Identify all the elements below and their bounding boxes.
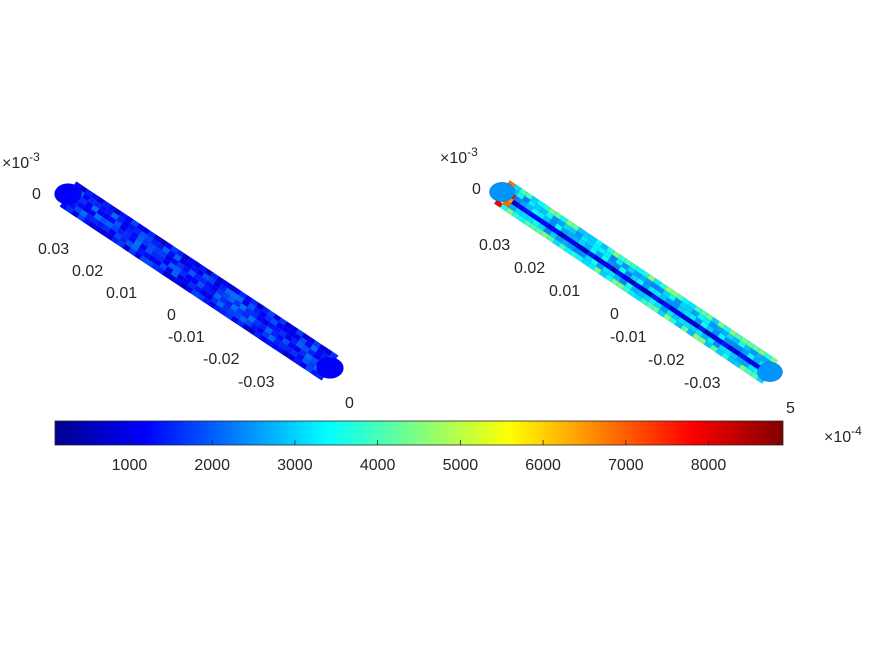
left-tick-label: 0 xyxy=(167,307,176,324)
left-tick-label: -0.01 xyxy=(168,329,205,346)
colorbar-tick-label: 4000 xyxy=(360,457,396,474)
right-tick-label: 0.01 xyxy=(549,283,580,300)
right-axis-ticks: 0 0.03 0.02 0.01 0 -0.01 -0.02 -0.03 5 xyxy=(472,181,795,417)
colorbar: 1000 2000 3000 4000 5000 6000 7000 8000 ×10-4 xyxy=(54,420,862,474)
colorbar-tick-label: 1000 xyxy=(112,457,148,474)
right-subplot: ×10-3 0 0.03 0.02 0.01 0 -0.01 -0.02 -0.… xyxy=(440,145,795,417)
tube-end-cap xyxy=(489,181,515,203)
left-tick-label: -0.02 xyxy=(203,351,240,368)
colorbar-tick-label: 6000 xyxy=(525,457,561,474)
left-tick-label: 0.01 xyxy=(106,285,137,302)
colorbar-exponent-label: ×10-4 xyxy=(824,424,862,446)
colorbar-tick-label: 5000 xyxy=(443,457,479,474)
colorbar-tick-label: 3000 xyxy=(277,457,313,474)
left-tick-label: 0.03 xyxy=(38,241,69,258)
colorbar-ticks: 1000 2000 3000 4000 5000 6000 7000 8000 xyxy=(112,440,727,474)
left-tube-surface xyxy=(54,181,344,381)
colorbar-tick-label: 2000 xyxy=(194,457,230,474)
right-tick-label: -0.03 xyxy=(684,375,721,392)
left-exponent-label: ×10-3 xyxy=(2,150,40,172)
right-tick-label: 0.03 xyxy=(479,237,510,254)
tube-end-cap xyxy=(54,183,82,205)
right-tick-label: 0 xyxy=(472,181,481,198)
tube-end-cap xyxy=(316,357,344,379)
right-tick-label: 0.02 xyxy=(514,260,545,277)
tube-end-cap xyxy=(757,361,783,383)
right-tube-surface xyxy=(489,180,783,384)
left-subplot: ×10-3 0 0.03 0.02 0.01 0 -0.01 -0.02 -0.… xyxy=(2,150,354,412)
colorbar-gradient xyxy=(54,420,784,446)
left-tick-label: 0.02 xyxy=(72,263,103,280)
left-tick-label: 0 xyxy=(32,186,41,203)
right-tick-label: -0.02 xyxy=(648,352,685,369)
right-exponent-label: ×10-3 xyxy=(440,145,478,167)
right-end-tick-label: 5 xyxy=(786,400,795,417)
colorbar-tick-label: 8000 xyxy=(691,457,727,474)
right-tick-label: -0.01 xyxy=(610,329,647,346)
colorbar-tick-label: 7000 xyxy=(608,457,644,474)
left-tick-label: -0.03 xyxy=(238,374,275,391)
left-axis-ticks: 0 0.03 0.02 0.01 0 -0.01 -0.02 -0.03 0 xyxy=(32,186,354,412)
right-tick-label: 0 xyxy=(610,306,619,323)
left-end-tick-label: 0 xyxy=(345,395,354,412)
